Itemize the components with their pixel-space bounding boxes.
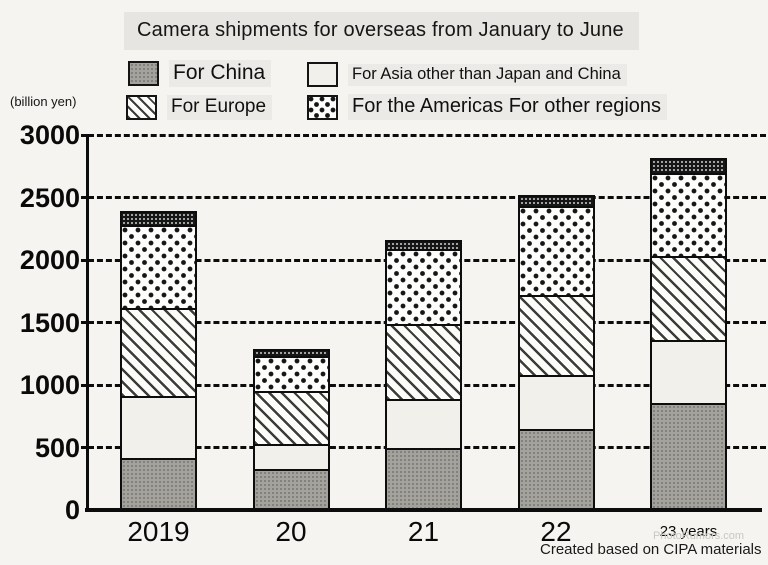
bar-23-years-segment-europe — [650, 256, 727, 342]
bar-20-segment-china — [252, 468, 330, 510]
bar-21-segment-europe — [385, 323, 462, 401]
gridline-2500 — [88, 196, 766, 199]
y-axis-line — [86, 135, 89, 512]
legend-label-americas: For the Americas For other regions — [348, 94, 668, 120]
bar-20-segment-other — [252, 348, 330, 359]
x-tick-label-20: 20 — [275, 516, 307, 547]
y-tick-1500 — [81, 321, 88, 324]
credit-note: Created based on CIPA materials — [540, 541, 762, 558]
asia-swatch-icon — [307, 62, 338, 87]
y-tick-label-2000: 2000 — [19, 245, 80, 275]
bar-22-segment-china — [517, 428, 595, 510]
y-tick-label-500: 500 — [34, 432, 80, 463]
bar-22-segment-americas — [517, 206, 595, 297]
y-tick-2500 — [81, 196, 88, 199]
x-axis-line — [85, 508, 762, 512]
bar-2019-segment-americas — [120, 225, 197, 310]
x-tick-label-22: 22 — [540, 516, 572, 547]
legend-item-asia: For Asia other than Japan and China — [307, 62, 627, 87]
bar-20-segment-americas — [252, 356, 330, 394]
legend-item-europe: For Europe — [126, 95, 273, 120]
y-tick-2000 — [81, 258, 88, 262]
bar-2019-segment-china — [120, 457, 197, 510]
bar-23-years-segment-china — [650, 402, 727, 510]
europe-swatch-icon — [126, 95, 157, 120]
bar-21-segment-china — [385, 447, 462, 510]
bar-22-segment-asia — [517, 375, 595, 431]
y-tick-3000 — [81, 133, 88, 137]
y-tick-label-2500: 2500 — [19, 182, 80, 213]
bar-22-segment-other — [517, 195, 595, 209]
y-tick-label-1500: 1500 — [19, 307, 80, 338]
bar-23-years-segment-other — [650, 157, 727, 175]
bar-21-segment-other — [385, 240, 462, 251]
china-swatch-icon — [128, 61, 159, 86]
bar-20-segment-europe — [252, 391, 330, 446]
bar-2019-segment-asia — [120, 396, 197, 460]
legend-label-europe: For Europe — [167, 95, 273, 120]
chart-title: Camera shipments for overseas from Janua… — [124, 12, 639, 50]
y-axis-unit-label: (billion yen) — [10, 94, 77, 109]
x-tick-label-2019: 2019 — [127, 516, 190, 547]
americas-swatch-icon — [307, 94, 338, 120]
legend-label-china: For China — [169, 60, 272, 87]
y-tick-1000 — [81, 383, 88, 387]
bar-20-segment-asia — [252, 443, 330, 471]
gridline-3000 — [88, 133, 766, 137]
bar-23-years-segment-asia — [650, 340, 727, 405]
bar-2019-segment-europe — [120, 307, 197, 399]
x-tick-label-21: 21 — [407, 516, 440, 547]
watermark: PhotoRumors.com — [653, 530, 745, 542]
legend-label-asia: For Asia other than Japan and China — [348, 63, 627, 86]
bar-21-segment-asia — [385, 398, 462, 450]
bar-22-segment-europe — [517, 295, 595, 377]
bar-23-years-segment-americas — [650, 172, 727, 259]
legend-item-china: For China — [128, 60, 272, 87]
bar-2019-segment-other — [120, 211, 197, 227]
bar-21-segment-americas — [385, 248, 462, 326]
y-tick-label-1000: 1000 — [19, 370, 80, 400]
legend-item-americas: For the Americas For other regions — [307, 94, 668, 120]
y-tick-label-3000: 3000 — [19, 120, 80, 150]
y-tick-label-0: 0 — [64, 495, 80, 525]
x-tick-label-23-years: 23 years — [659, 523, 718, 540]
y-tick-500 — [81, 446, 88, 449]
